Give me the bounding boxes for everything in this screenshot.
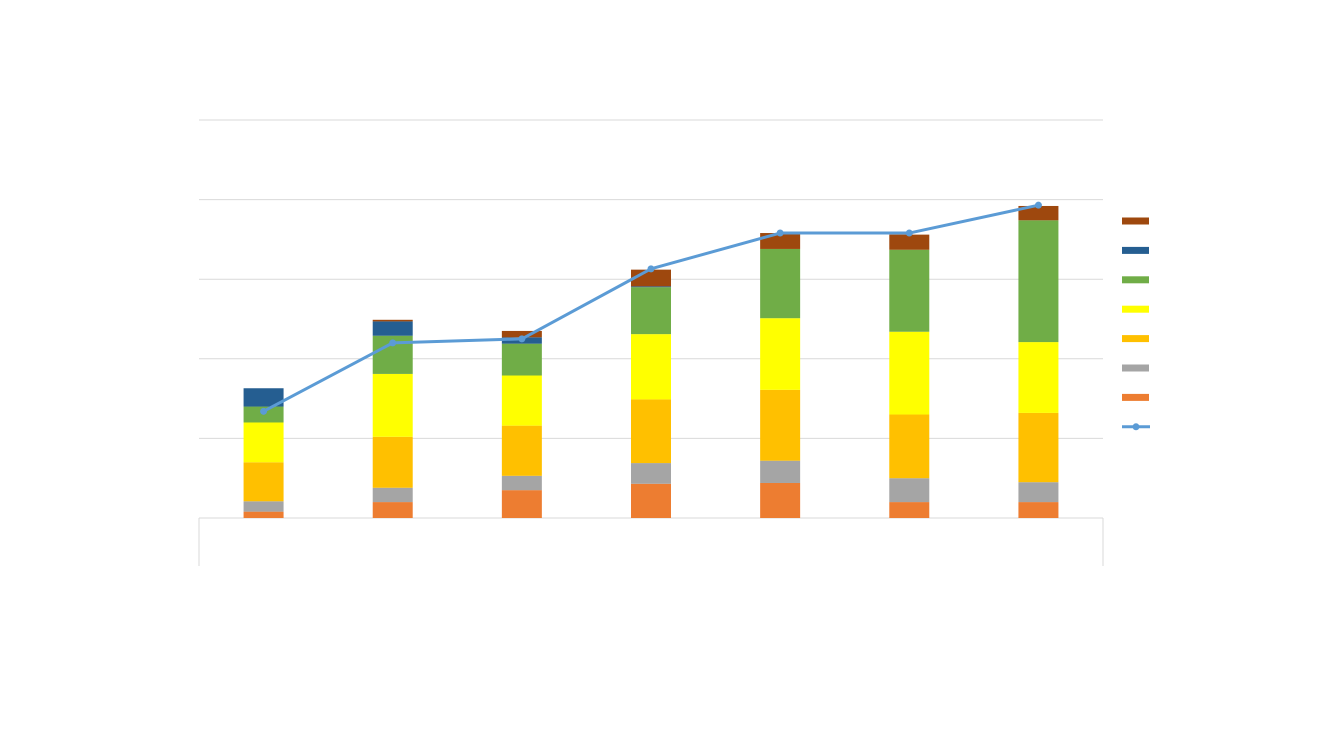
bar-segment	[243, 422, 284, 463]
line-marker	[389, 339, 397, 347]
legend-swatch	[1122, 305, 1149, 313]
bar-segment	[1018, 342, 1059, 413]
bar-segment	[372, 373, 413, 437]
bar-segment	[1018, 220, 1059, 343]
bar-segment	[501, 475, 542, 491]
bar-segment	[889, 414, 930, 479]
bar-segment	[760, 482, 801, 518]
bar-segment	[372, 436, 413, 488]
legend-swatch	[1122, 364, 1149, 372]
bar-segment	[372, 487, 413, 503]
line-marker	[1034, 201, 1042, 209]
bar-segment	[631, 463, 671, 484]
bar-segment	[631, 334, 671, 400]
line-marker	[518, 335, 526, 343]
bar-segment	[501, 375, 542, 426]
legend-swatch	[1122, 276, 1149, 284]
bar-segment	[631, 399, 671, 464]
bar-segment	[372, 321, 413, 336]
bar-segment	[1018, 482, 1059, 503]
line-marker	[905, 229, 913, 237]
line-marker	[776, 229, 784, 237]
bar-segment	[760, 318, 801, 390]
bar-segment	[372, 502, 413, 518]
legend-swatch	[1122, 217, 1149, 225]
bar-segment	[243, 501, 284, 512]
line-marker	[647, 265, 655, 273]
bar-segment	[760, 389, 801, 461]
bar-segment	[501, 425, 542, 476]
bar-segment	[372, 319, 413, 322]
bar-segment	[889, 234, 930, 250]
bar-segment	[1018, 412, 1059, 483]
bar-segment	[760, 460, 801, 483]
bar-segment	[889, 502, 930, 518]
bar-segment	[631, 483, 671, 518]
bar-segment	[889, 331, 930, 415]
legend-swatch	[1132, 423, 1140, 431]
bar-segment	[760, 248, 801, 319]
line-marker	[260, 407, 268, 415]
bar-segment	[501, 330, 542, 338]
bar-segment	[631, 286, 671, 288]
legend-swatch	[1122, 335, 1149, 343]
bar-segment	[243, 511, 284, 518]
legend-swatch	[1122, 246, 1149, 254]
bar-segment	[1018, 502, 1059, 518]
legend-swatch	[1122, 393, 1149, 401]
bar-segment	[501, 490, 542, 518]
bar-segment	[243, 388, 284, 407]
bar-segment	[631, 287, 671, 335]
bar-segment	[889, 249, 930, 332]
bar-segment	[889, 478, 930, 503]
bar-segment	[243, 462, 284, 502]
bar-segment	[1018, 205, 1059, 221]
bar-segment	[501, 343, 542, 376]
